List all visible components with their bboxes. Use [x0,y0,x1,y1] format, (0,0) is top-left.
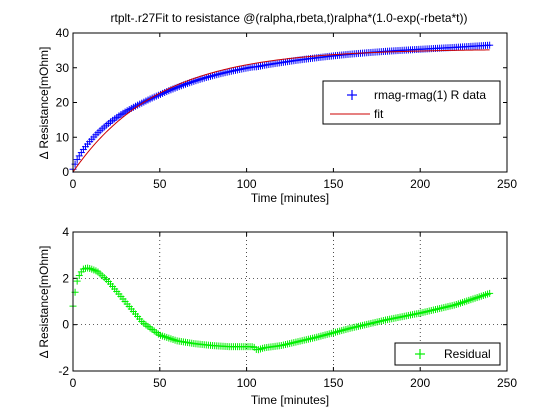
residual-point [73,277,81,285]
x-tick-label: 0 [70,177,77,191]
residual-point [486,289,494,297]
x-tick-label: 50 [153,177,167,191]
y-tick-label: 30 [56,61,70,75]
top-x-axis-label: Time [minutes] [251,191,329,205]
x-tick-label: 200 [410,177,430,191]
top-plot-frame [72,32,508,173]
x-tick-label: 150 [323,376,343,390]
x-tick-label: 250 [497,177,517,191]
y-tick-label: 0 [62,165,69,179]
y-tick-label: 40 [56,26,70,40]
data-point [486,41,494,49]
y-tick-label: 4 [62,225,69,239]
y-tick-label: 0 [62,318,69,332]
residual-point [75,272,83,280]
x-tick-label: 200 [410,376,430,390]
top-legend: rmag-rmag(1) R data fit [322,80,501,125]
y-tick-label: -2 [58,364,69,378]
x-tick-label: 100 [237,376,257,390]
y-tick-label: 20 [56,96,70,110]
data-point [73,156,81,164]
legend-label-fit: fit [374,107,384,121]
bottom-plot-frame [72,231,508,372]
fit-line [72,49,490,173]
bottom-legend-box [394,342,501,366]
x-tick-label: 50 [153,376,167,390]
legend-label-residual: Residual [444,347,491,361]
legend-label-data: rmag-rmag(1) R data [374,88,486,102]
x-tick-label: 100 [237,177,257,191]
x-tick-label: 250 [497,376,517,390]
bottom-x-axis-label: Time [minutes] [251,393,329,407]
top-y-axis-label: Δ Resistance[mOhm] [37,47,51,160]
y-tick-label: 10 [56,130,70,144]
top-plot: rtplt-.r27Fit to resistance @(ralpha,rbe… [37,11,517,205]
bottom-x-ticks: 0 50 100 150 200 250 [70,232,517,390]
x-tick-label: 0 [70,376,77,390]
x-tick-label: 150 [323,177,343,191]
legend-marker-residual [415,349,425,359]
top-plot-title: rtplt-.r27Fit to resistance @(ralpha,rbe… [111,11,468,25]
y-tick-label: 2 [62,271,69,285]
bottom-legend: Residual [394,342,501,366]
bottom-y-axis-label: Δ Resistance[mOhm] [37,246,51,359]
residual-points [69,264,494,354]
top-x-ticks: 0 50 100 150 200 250 [70,33,517,191]
top-legend-box [322,80,501,125]
legend-marker-data [347,90,357,100]
